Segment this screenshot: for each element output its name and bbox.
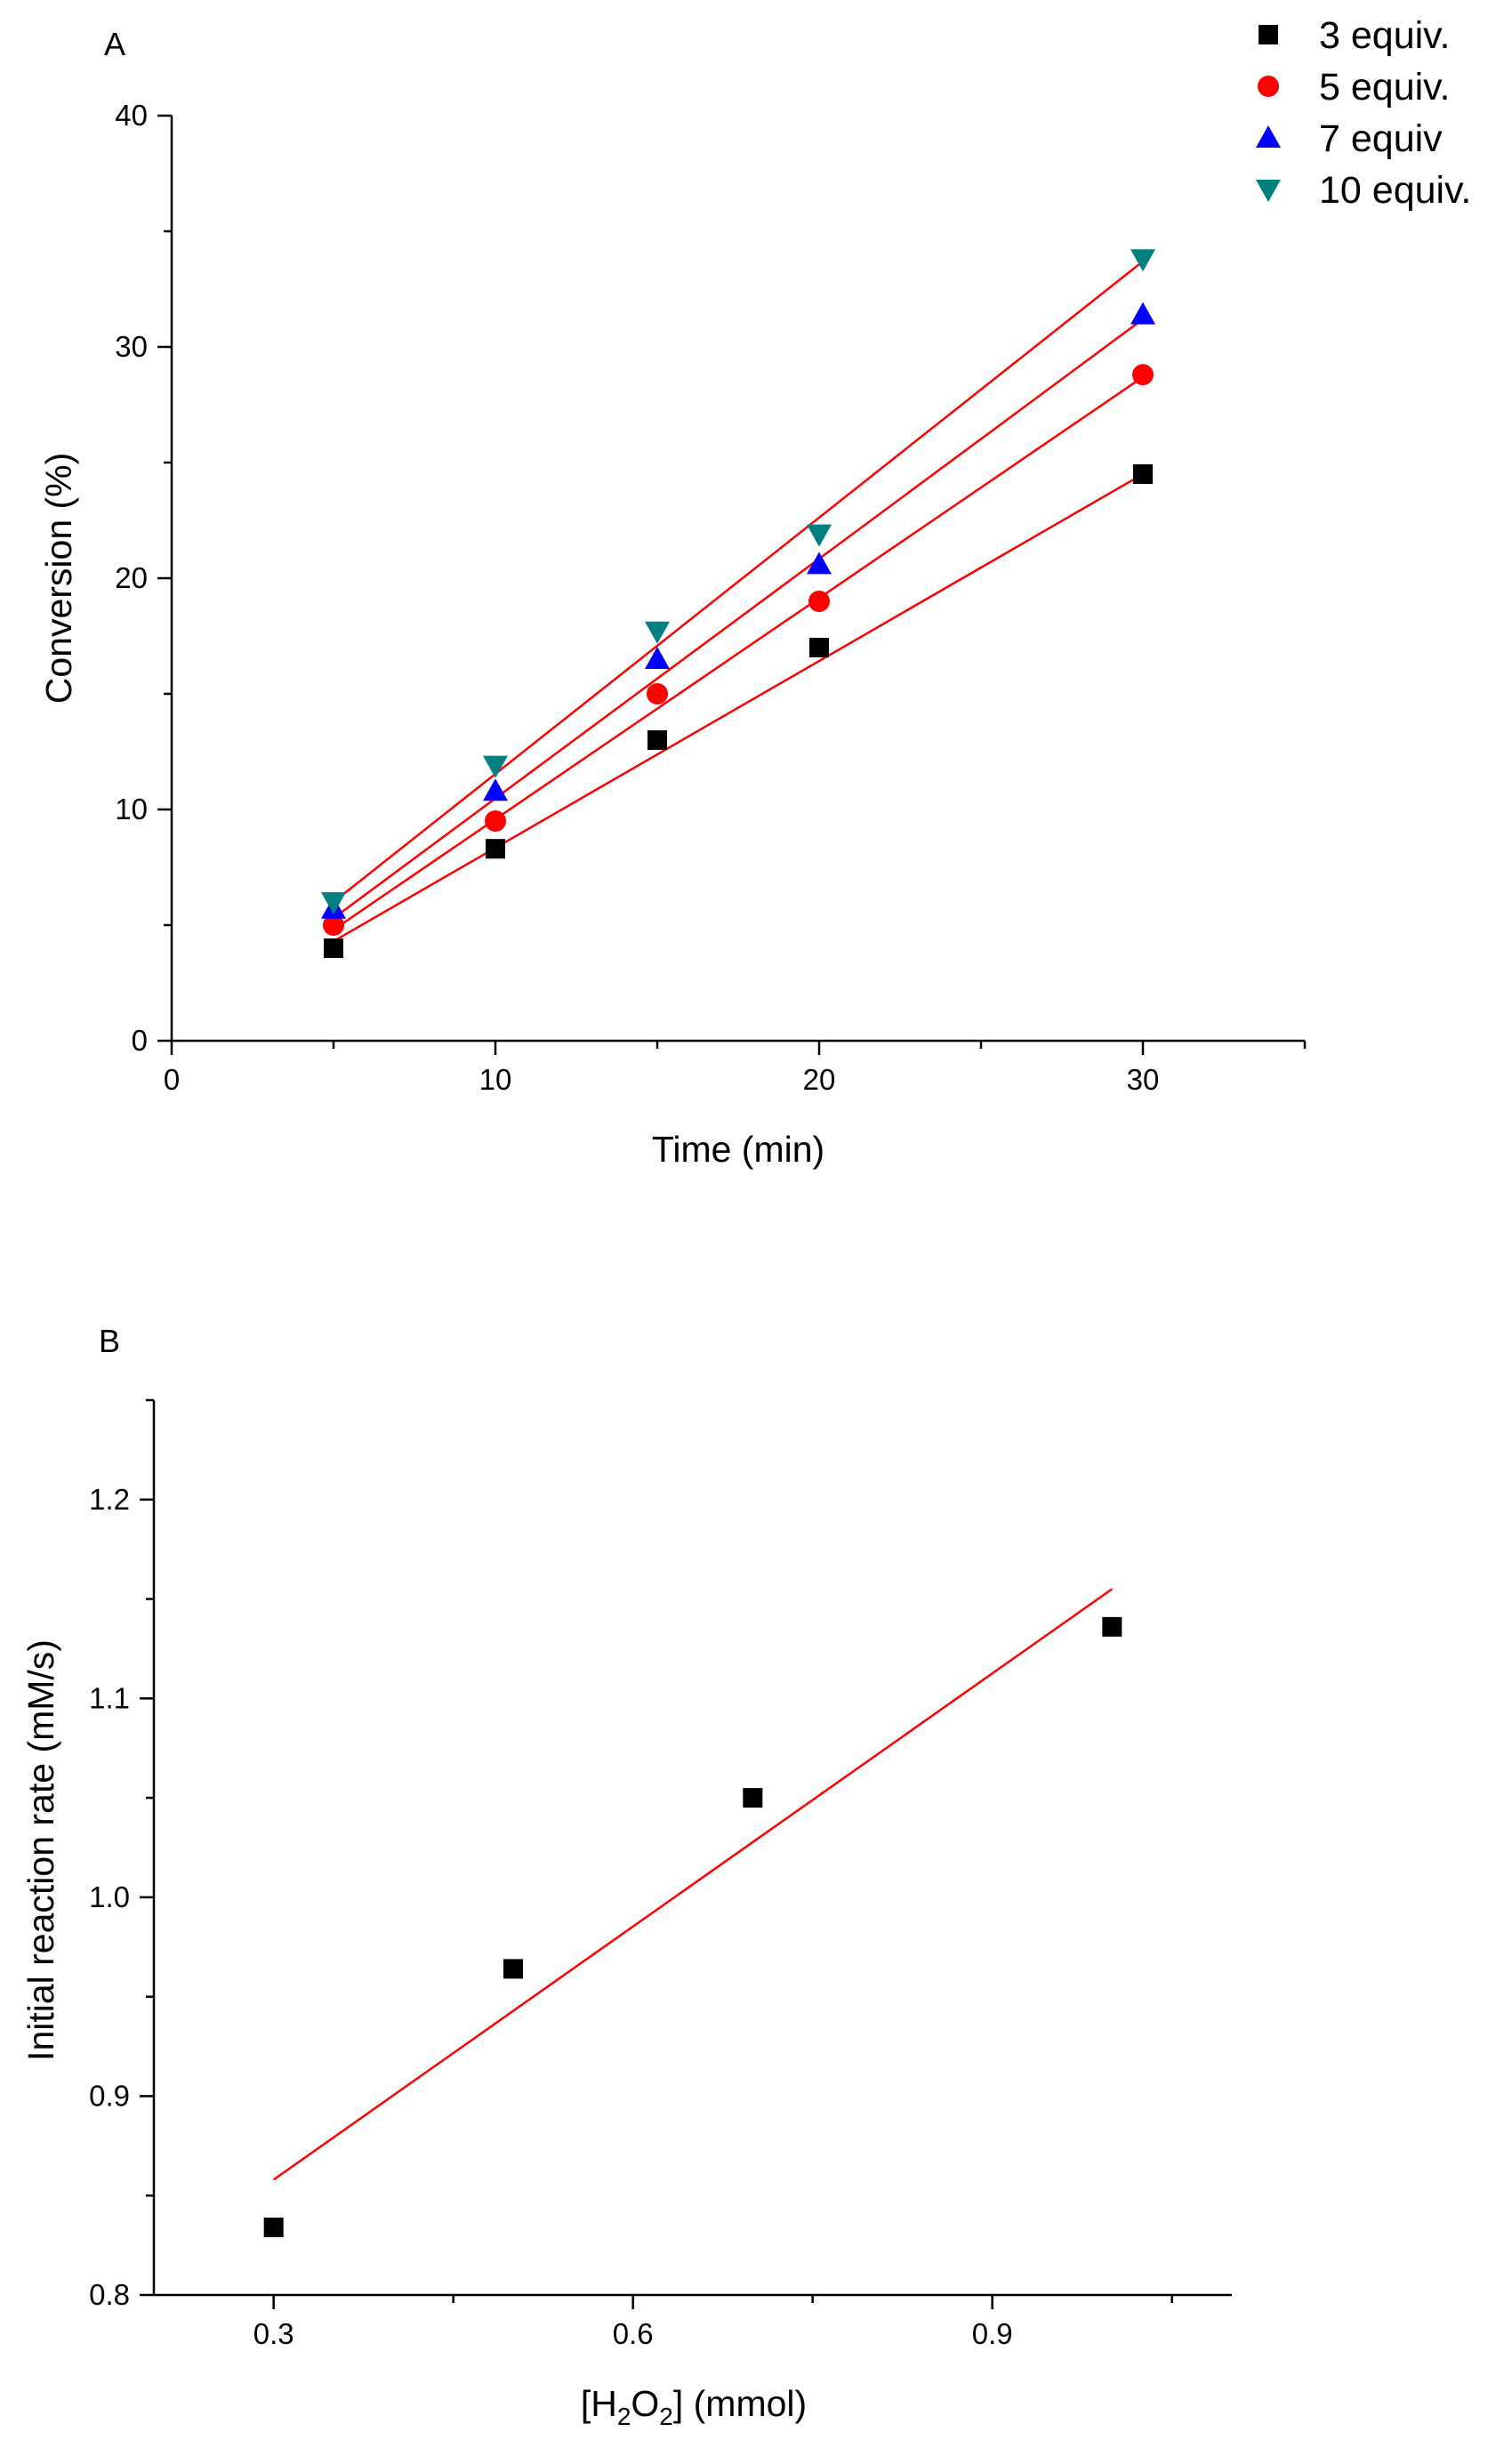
panel-a-label: A (104, 26, 125, 62)
data-point (483, 778, 508, 801)
y-tick-label: 1.2 (89, 1483, 130, 1516)
x-tick-label: 20 (803, 1063, 836, 1096)
data-point (743, 1788, 763, 1808)
fit-line (272, 1588, 1114, 2181)
x-tick-label: 0.9 (972, 2317, 1013, 2350)
y-tick-label: 0.8 (89, 2278, 130, 2311)
legend-item: 5 equiv. (1258, 66, 1450, 109)
x-title-subscript: 2 (659, 2403, 673, 2430)
panel-a-x-axis-title: Time (min) (652, 1129, 824, 1170)
x-title-part: [H (581, 2383, 617, 2424)
legend-marker (1258, 76, 1279, 97)
x-tick-label: 0.3 (253, 2317, 294, 2350)
panel-b-ticks: 0.3 0.6 0.9 0.8 0.9 1.0 1.1 1.2 (89, 1398, 1173, 2350)
data-point (807, 552, 832, 575)
x-tick-label: 0 (164, 1063, 180, 1096)
data-point (1132, 364, 1154, 386)
legend-label: 10 equiv. (1319, 169, 1471, 212)
fit-line (333, 260, 1144, 903)
panel-b-label: B (99, 1323, 120, 1359)
panel-a-fit-lines (333, 260, 1144, 943)
fit-line (333, 318, 1144, 920)
data-point (324, 938, 343, 958)
data-point (808, 591, 830, 612)
data-point (323, 914, 344, 936)
data-point (485, 810, 506, 832)
data-point (1102, 1616, 1122, 1637)
panel-a-ticks: 0 10 20 30 0 10 20 30 40 (115, 99, 1307, 1096)
data-point (1130, 302, 1155, 325)
x-title-part: O (631, 2383, 659, 2424)
legend-label: 5 equiv. (1319, 66, 1450, 109)
data-point (486, 839, 505, 859)
x-tick-label: 10 (479, 1063, 512, 1096)
x-tick-label: 0.6 (613, 2317, 654, 2350)
panel-a-markers (321, 249, 1155, 958)
y-tick-label: 0 (132, 1024, 148, 1057)
data-point (807, 524, 832, 547)
data-point (483, 755, 508, 778)
data-point (645, 647, 670, 669)
legend-marker (1256, 125, 1281, 148)
fit-line (333, 375, 1144, 931)
fit-line (333, 472, 1144, 943)
legend-label: 7 equiv (1319, 117, 1443, 160)
data-point (263, 2217, 284, 2237)
data-point (1130, 249, 1155, 272)
panel-b-fit-lines (272, 1588, 1114, 2181)
y-tick-label: 30 (115, 330, 148, 363)
panel-b-markers (263, 1616, 1122, 2237)
data-point (647, 683, 668, 705)
y-tick-label: 1.0 (89, 1880, 130, 1913)
legend-label: 3 equiv. (1319, 14, 1450, 57)
legend-marker (1259, 25, 1278, 44)
data-point (645, 621, 670, 644)
x-title-part: ] (mmol) (673, 2383, 807, 2424)
data-point (503, 1959, 523, 1979)
data-point (321, 892, 346, 914)
legend: 3 equiv. 5 equiv. 7 equiv 10 equiv. (1256, 14, 1471, 212)
y-tick-label: 1.1 (89, 1681, 130, 1714)
y-tick-label: 0.9 (89, 2079, 130, 2112)
legend-item: 3 equiv. (1259, 14, 1450, 57)
legend-item: 10 equiv. (1256, 169, 1471, 212)
data-point (1133, 464, 1153, 484)
legend-marker (1256, 180, 1281, 202)
panel-b: B 0.3 0.6 0.90.80.91.01.11.2 [H2O2] (mmol)… (20, 1323, 1232, 2430)
panel-a: A 0 10 20 30 0 10 20 30 40 Time (min) Conversion… (38, 14, 1471, 1170)
x-title-subscript: 2 (617, 2403, 631, 2430)
y-tick-label: 40 (115, 99, 148, 132)
data-point (809, 638, 829, 657)
y-tick-label: 20 (115, 561, 148, 594)
x-tick-label: 30 (1127, 1063, 1160, 1096)
panel-b-y-axis-title: Initial reaction rate (mM/s) (20, 1639, 61, 2061)
panel-a-y-axis-title: Conversion (%) (38, 453, 79, 705)
legend-item: 7 equiv (1256, 117, 1443, 160)
y-tick-label: 10 (115, 793, 148, 825)
panel-b-x-axis-title: [H2O2] (mmol) (581, 2383, 807, 2430)
data-point (647, 730, 667, 750)
